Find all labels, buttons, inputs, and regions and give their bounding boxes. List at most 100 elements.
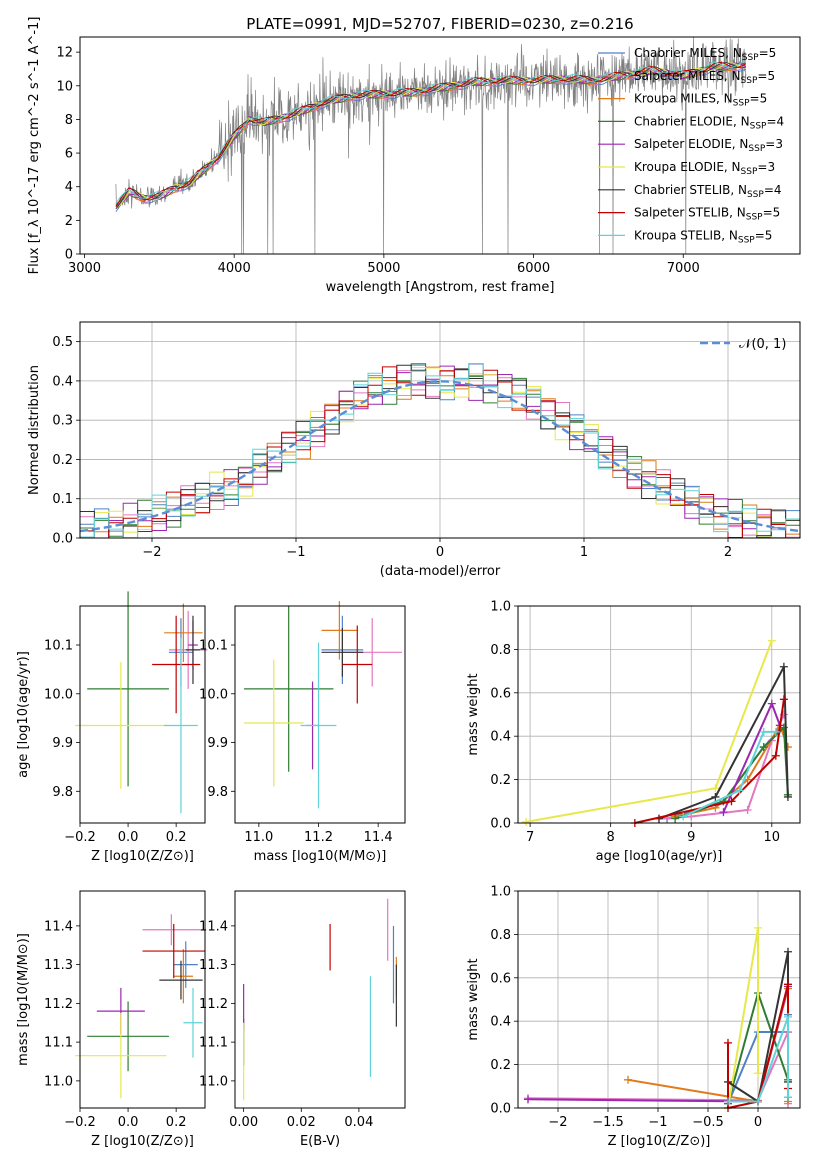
massweight-vs-age-marker — [522, 817, 531, 826]
residuals-xtick-label: −1 — [286, 545, 305, 560]
massweight-vs-age-marker — [779, 662, 788, 671]
mass-vs-Z-ylabel: mass [log10(M/M⊙)] — [16, 933, 31, 1066]
massweight-vs-age-marker — [711, 792, 720, 801]
age-vs-mass-xtick-label: 11.0 — [244, 830, 273, 845]
spectrum-frame — [79, 36, 801, 255]
legend-count: =3 — [757, 160, 775, 174]
massweight-vs-age-ytick-label: 0.8 — [490, 643, 511, 658]
spectrum-model-line — [115, 61, 747, 208]
legend-count: =4 — [764, 183, 782, 197]
legend-subscript: SSP — [747, 190, 764, 200]
massweight-vs-Z-marker — [754, 1069, 762, 1078]
residual-histogram — [80, 363, 800, 538]
massweight-vs-Z-marker — [784, 1012, 792, 1021]
legend-subscript: SSP — [748, 144, 765, 154]
massweight-vs-age-line — [634, 699, 785, 824]
legend-subscript: SSP — [746, 213, 763, 223]
massweight-vs-Z-xtick-label: −1.5 — [592, 1115, 624, 1130]
mass-vs-EBV-xtick-label: 0.02 — [287, 1115, 316, 1130]
massweight-vs-age-marker — [727, 797, 736, 806]
legend-count: =4 — [766, 114, 784, 128]
massweight-vs-age-line — [682, 730, 776, 818]
residuals-ylabel: Normed distribution — [27, 365, 42, 495]
legend-subscript: SSP — [733, 99, 750, 109]
spectrum-xtick-label: 3000 — [68, 261, 101, 276]
spectrum-model-line — [115, 62, 746, 210]
spectrum-legend-label: Chabrier MILES, NSSP=5 — [634, 46, 776, 63]
massweight-vs-age-marker — [767, 699, 776, 708]
mass-vs-EBV-ytick-label: 11.1 — [199, 1036, 228, 1051]
legend-subscript: SSP — [741, 167, 758, 177]
massweight-vs-Z-line — [728, 1015, 789, 1103]
massweight-vs-age-marker — [679, 812, 688, 821]
residual-legend-label: 𝒩(0, 1) — [739, 337, 786, 352]
spectrum-legend-label: Chabrier STELIB, NSSP=4 — [634, 183, 782, 200]
spectrum-ylabel: Flux [f_λ 10^-17 erg cm^-2 s^-1 A^-1] — [27, 17, 42, 275]
age-vs-mass-ytick-label: 9.9 — [207, 736, 228, 751]
massweight-vs-Z-ytick-label: 0.6 — [490, 971, 511, 986]
mass-vs-EBV-xtick-label: 0.00 — [229, 1115, 258, 1130]
mass-vs-EBV-xlabel: E(B-V) — [300, 1134, 340, 1149]
massweight-vs-Z-xtick-label: −0.5 — [692, 1115, 724, 1130]
spectrum-ytick-label: 6 — [65, 147, 73, 162]
massweight-vs-age-ytick-label: 0.0 — [490, 817, 511, 832]
residuals-ytick-label: 0.3 — [52, 414, 73, 429]
age-vs-Z-ytick-label: 10.0 — [44, 687, 73, 702]
age-vs-mass-ytick-label: 9.8 — [207, 785, 228, 800]
massweight-vs-age-marker — [783, 792, 792, 801]
mass-vs-Z-xtick-label: 0.2 — [166, 1115, 187, 1130]
massweight-vs-Z-ytick-label: 0.0 — [490, 1102, 511, 1117]
spectrum-xtick-label: 7000 — [667, 261, 700, 276]
mass-vs-EBV-ytick-label: 11.2 — [199, 997, 228, 1012]
massweight-vs-Z-xtick-label: −1 — [648, 1115, 667, 1130]
massweight-vs-age-ytick-label: 1.0 — [490, 600, 511, 615]
spectrum-ytick-label: 8 — [65, 113, 73, 128]
massweight-vs-Z-marker — [724, 1097, 732, 1106]
massweight-vs-Z-frame — [517, 890, 801, 1109]
massweight-vs-Z-marker — [724, 1038, 732, 1047]
mass-vs-Z-ytick-label: 11.0 — [44, 1074, 73, 1089]
spectrum-model-line — [115, 60, 746, 204]
residual-histogram — [80, 367, 800, 538]
age-vs-Z-xtick-label: 0.2 — [166, 830, 187, 845]
mass-vs-EBV-ytick-label: 11.4 — [199, 919, 228, 934]
massweight-vs-Z-xtick-label: −2 — [548, 1115, 567, 1130]
massweight-vs-Z-xtick-label: 0 — [754, 1115, 762, 1130]
mass-vs-Z-xlabel: Z [log10(Z/Z⊙)] — [91, 1134, 194, 1149]
residuals-ytick-label: 0.0 — [52, 532, 73, 547]
spectrum-title: PLATE=0991, MJD=52707, FIBERID=0230, z=0… — [246, 15, 633, 33]
massweight-vs-Z-marker — [784, 980, 792, 989]
spectrum-xlabel: wavelength [Angstrom, rest frame] — [326, 280, 555, 295]
age-vs-Z-xlabel: Z [log10(Z/Z⊙)] — [91, 849, 194, 864]
age-vs-mass-xtick-label: 11.4 — [364, 830, 393, 845]
massweight-vs-Z-ytick-label: 0.4 — [490, 1015, 511, 1030]
mass-vs-Z-ytick-label: 11.1 — [44, 1036, 73, 1051]
legend-subscript: SSP — [742, 53, 759, 63]
legend-subscript: SSP — [750, 121, 767, 131]
age-vs-Z-ytick-label: 10.1 — [44, 639, 73, 654]
spectrum-legend-label: Chabrier ELODIE, NSSP=4 — [634, 114, 784, 131]
massweight-vs-Z-marker — [524, 1095, 532, 1104]
age-vs-Z-ytick-label: 9.9 — [52, 736, 73, 751]
massweight-vs-age-marker — [711, 784, 720, 793]
massweight-vs-Z-ytick-label: 1.0 — [490, 885, 511, 900]
massweight-vs-Z-marker — [784, 947, 792, 956]
mass-vs-Z-xtick-label: 0.0 — [118, 1115, 139, 1130]
mass-vs-Z-xtick-label: −0.2 — [64, 1115, 96, 1130]
mass-vs-Z-ytick-label: 11.4 — [44, 919, 73, 934]
massweight-vs-age-marker — [771, 727, 780, 736]
massweight-vs-age-marker — [759, 743, 768, 752]
massweight-vs-Z-xlabel: Z [log10(Z/Z⊙)] — [608, 1134, 711, 1149]
massweight-vs-age-line — [525, 640, 773, 823]
spectrum-ytick-label: 2 — [65, 214, 73, 229]
spectrum-ytick-label: 4 — [65, 180, 73, 195]
mass-vs-EBV-ytick-label: 11.0 — [199, 1074, 228, 1089]
age-vs-mass-xlabel: mass [log10(M/M⊙)] — [254, 849, 387, 864]
legend-subscript: SSP — [738, 235, 755, 245]
massweight-vs-age-marker — [779, 695, 788, 704]
legend-count: =5 — [757, 69, 775, 83]
spectrum-model-line — [115, 65, 746, 212]
massweight-vs-age-xlabel: age [log10(age/yr)] — [596, 849, 723, 864]
spectrum-legend-label: Kroupa STELIB, NSSP=5 — [634, 228, 772, 245]
residual-histogram — [80, 364, 800, 538]
